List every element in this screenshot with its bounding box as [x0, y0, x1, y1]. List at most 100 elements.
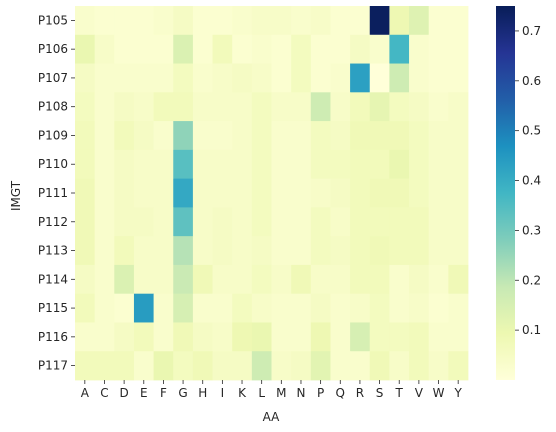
heatmap-cell-P113-R: [350, 236, 371, 266]
heatmap-cell-P112-I: [212, 207, 233, 237]
x-tick-label: S: [376, 386, 384, 400]
x-tick-label: F: [160, 386, 167, 400]
heatmap-cell-P105-G: [173, 6, 194, 36]
heatmap-cell-P109-C: [94, 121, 115, 151]
heatmap-cell-P110-Q: [330, 149, 351, 180]
heatmap-cell-P106-D: [114, 34, 135, 64]
heatmap-cell-P113-W: [428, 236, 449, 266]
y-tick-label: P106: [38, 42, 68, 56]
x-tick-label: G: [178, 386, 187, 400]
heatmap-cell-P111-Q: [330, 178, 351, 208]
heatmap-cell-P113-E: [133, 236, 154, 266]
x-tick-label: Y: [454, 386, 463, 400]
heatmap-cell-P110-D: [114, 149, 135, 180]
heatmap-cell-P107-D: [114, 63, 135, 93]
heatmap-cell-P117-L: [251, 351, 272, 381]
heatmap-cell-P111-T: [389, 178, 410, 208]
heatmap-cell-P109-Y: [448, 121, 469, 151]
heatmap-cell-P107-F: [153, 63, 174, 93]
heatmap-cell-P107-R: [350, 63, 371, 93]
heatmap-cell-P114-S: [369, 264, 390, 295]
heatmap-cell-P107-H: [192, 63, 213, 93]
heatmap-cell-P112-H: [192, 207, 213, 237]
heatmap-cell-P106-N: [291, 34, 312, 64]
heatmap-cell-P105-W: [428, 6, 449, 36]
y-tick-label: P116: [38, 330, 68, 344]
heatmap-cell-P114-T: [389, 264, 410, 295]
x-tick-label: C: [100, 386, 108, 400]
y-tick-label: P110: [38, 157, 68, 171]
x-tick-label: M: [276, 386, 286, 400]
heatmap-cell-P117-G: [173, 351, 194, 381]
heatmap-cell-P105-T: [389, 6, 410, 36]
heatmap-cell-P113-I: [212, 236, 233, 266]
heatmap-cell-P106-F: [153, 34, 174, 64]
heatmap-cell-P110-L: [251, 149, 272, 180]
heatmap-cell-P113-T: [389, 236, 410, 266]
heatmap-cell-P116-Y: [448, 322, 469, 352]
colorbar-tick-label: 0.5: [522, 124, 541, 138]
heatmap-cell-P117-D: [114, 351, 135, 381]
heatmap-cell-P110-I: [212, 149, 233, 180]
heatmap-cell-P109-K: [232, 121, 253, 151]
heatmap-cell-P115-V: [409, 293, 430, 323]
heatmap-cell-P116-F: [153, 322, 174, 352]
heatmap-cell-P115-Y: [448, 293, 469, 323]
y-tick-label: P113: [38, 244, 68, 258]
heatmap-cell-P112-P: [310, 207, 331, 237]
heatmap-cell-P105-S: [369, 6, 390, 36]
heatmap-cell-P106-Y: [448, 34, 469, 64]
heatmap-cell-P117-M: [271, 351, 292, 381]
heatmap-cell-P116-S: [369, 322, 390, 352]
heatmap-cell-P117-Q: [330, 351, 351, 381]
heatmap-cell-P111-W: [428, 178, 449, 208]
heatmap-cell-P108-R: [350, 92, 371, 122]
colorbar-tick-label: 0.7: [522, 24, 541, 38]
heatmap-cell-P115-A: [75, 293, 96, 323]
heatmap-cell-P110-K: [232, 149, 253, 180]
heatmap-cell-P116-H: [192, 322, 213, 352]
heatmap-cell-P105-M: [271, 6, 292, 36]
colorbar-ticks: 0.1 0.2 0.3 0.4 0.5 0.6 0.7: [515, 24, 541, 337]
heatmap-cell-P112-F: [153, 207, 174, 237]
heatmap-cell-P111-Y: [448, 178, 469, 208]
heatmap-cell-P111-H: [192, 178, 213, 208]
heatmap-cell-P117-W: [428, 351, 449, 381]
heatmap-cell-P116-E: [133, 322, 154, 352]
heatmap-cell-P114-L: [251, 264, 272, 295]
heatmap-cell-P108-G: [173, 92, 194, 122]
heatmap-cell-P114-R: [350, 264, 371, 295]
heatmap-cell-P116-A: [75, 322, 96, 352]
heatmap-cell-P116-K: [232, 322, 253, 352]
heatmap-cell-P108-A: [75, 92, 96, 122]
heatmap-cell-P105-N: [291, 6, 312, 36]
heatmap-cells: [75, 6, 469, 381]
heatmap-cell-P111-R: [350, 178, 371, 208]
heatmap-cell-P111-F: [153, 178, 174, 208]
heatmap-cell-P112-R: [350, 207, 371, 237]
heatmap-cell-P108-P: [310, 92, 331, 122]
x-tick-label: R: [356, 386, 364, 400]
heatmap-cell-P116-N: [291, 322, 312, 352]
heatmap-cell-P115-W: [428, 293, 449, 323]
heatmap-cell-P107-K: [232, 63, 253, 93]
heatmap-cell-P112-N: [291, 207, 312, 237]
heatmap-cell-P113-Q: [330, 236, 351, 266]
heatmap-cell-P108-N: [291, 92, 312, 122]
heatmap-cell-P110-M: [271, 149, 292, 180]
x-tick-label: K: [238, 386, 247, 400]
heatmap-cell-P113-K: [232, 236, 253, 266]
heatmap-cell-P108-W: [428, 92, 449, 122]
heatmap-cell-P112-G: [173, 207, 194, 237]
heatmap-cell-P112-A: [75, 207, 96, 237]
heatmap-cell-P114-E: [133, 264, 154, 295]
heatmap-cell-P107-W: [428, 63, 449, 93]
x-tick-label: I: [221, 386, 225, 400]
heatmap-cell-P110-W: [428, 149, 449, 180]
heatmap-cell-P116-V: [409, 322, 430, 352]
y-axis-label: IMGT: [9, 180, 23, 211]
heatmap-cell-P111-A: [75, 178, 96, 208]
y-axis: P105 P106 P107 P108 P109 P110 P111 P112 P113 P114…: [38, 13, 75, 373]
x-tick-label: A: [81, 386, 90, 400]
